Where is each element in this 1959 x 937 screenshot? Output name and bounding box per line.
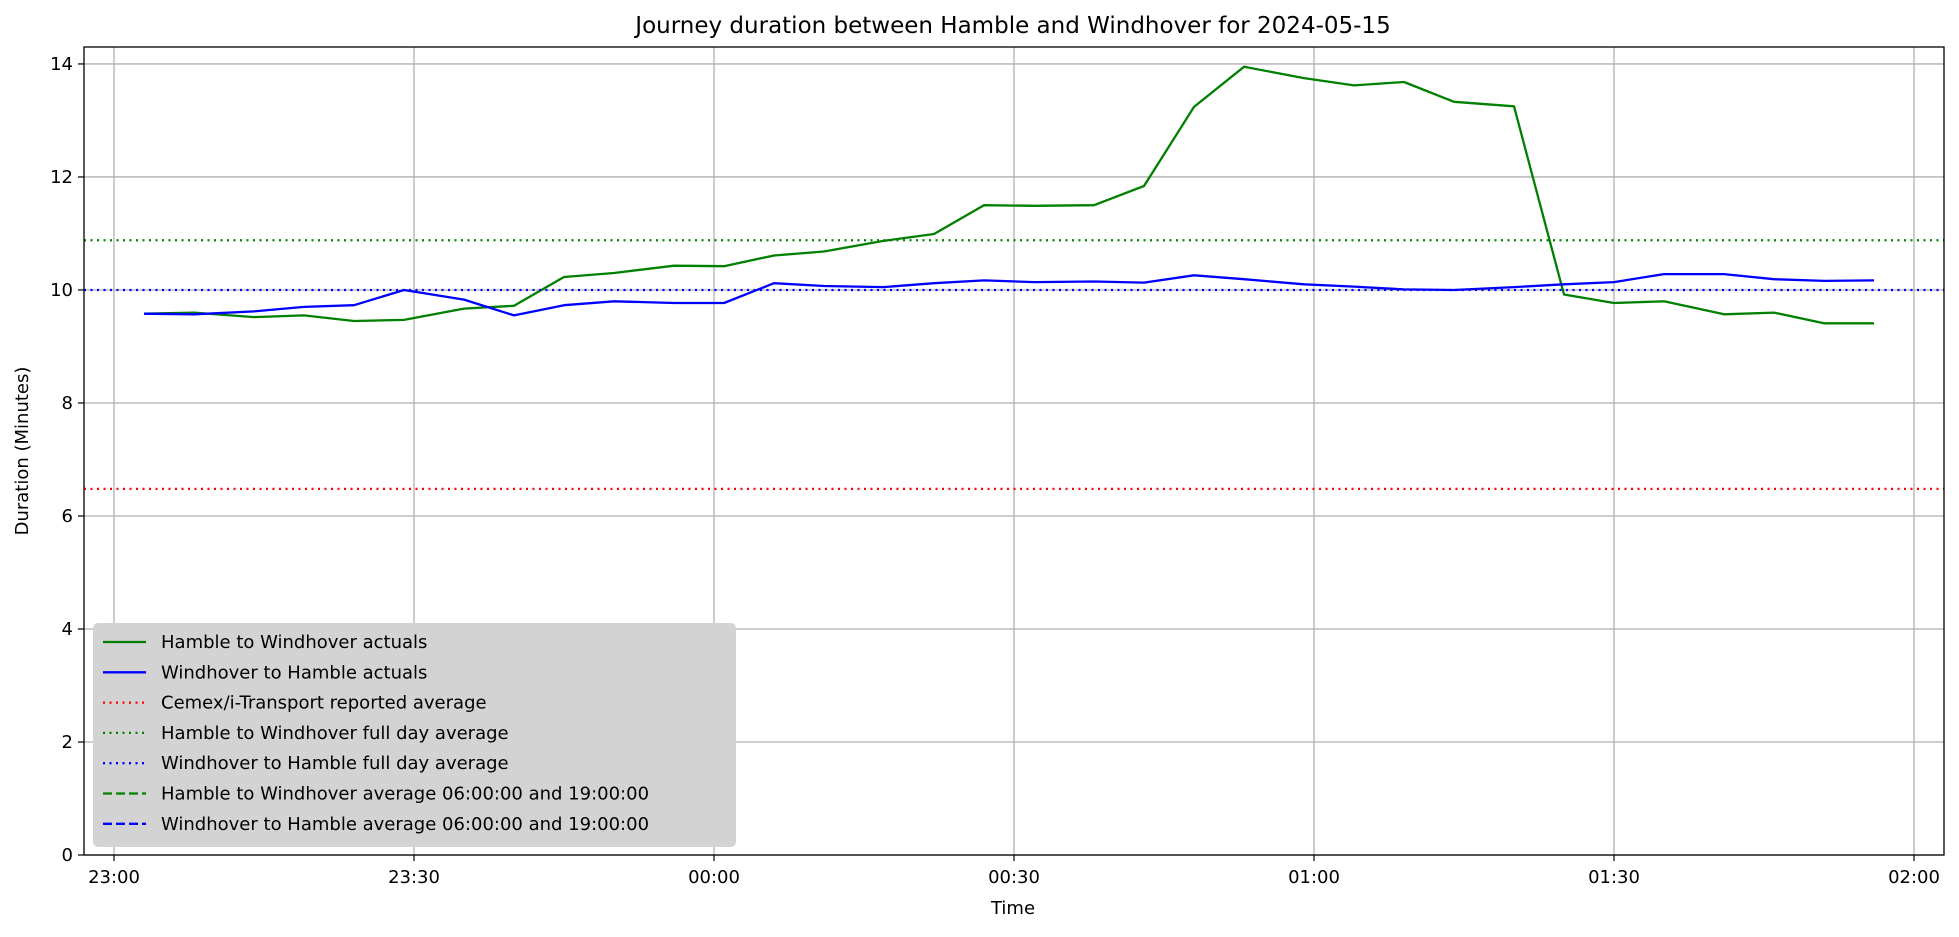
x-tick-label: 01:00: [1288, 867, 1340, 888]
y-tick-label: 8: [62, 393, 73, 414]
y-tick-label: 10: [50, 280, 73, 301]
legend: Hamble to Windhover actuals Windhover to …: [93, 623, 736, 847]
y-tick-label: 6: [62, 506, 73, 527]
x-tick-label: 23:00: [88, 867, 140, 888]
ticks-layer: 23:00 23:30 00:00 00:30 01:00 01:30 02:00 0 2 4 6 8…: [50, 54, 1940, 888]
x-tick-label: 23:30: [388, 867, 440, 888]
legend-label: Hamble to Windhover full day average: [161, 723, 509, 744]
x-tick-label: 00:30: [988, 867, 1040, 888]
y-tick-label: 4: [62, 619, 73, 640]
y-tick-label: 14: [50, 54, 73, 75]
y-tick-label: 12: [50, 167, 73, 188]
series-line: [143, 65, 1874, 325]
series-line: [143, 272, 1875, 317]
series-layer: [84, 65, 1944, 490]
x-tick-label: 02:00: [1888, 867, 1940, 888]
legend-label: Windhover to Hamble actuals: [161, 662, 427, 683]
legend-label: Hamble to Windhover average 06:00:00 and…: [161, 784, 649, 805]
chart-title: Journey duration between Hamble and Wind…: [633, 13, 1390, 39]
legend-label: Hamble to Windhover actuals: [161, 632, 427, 653]
legend-box: [93, 623, 736, 847]
x-axis-label: Time: [990, 898, 1035, 919]
legend-label: Windhover to Hamble average 06:00:00 and…: [161, 814, 649, 835]
y-tick-label: 2: [62, 732, 73, 753]
x-tick-label: 00:00: [688, 867, 740, 888]
legend-label: Cemex/i-Transport reported average: [161, 693, 487, 714]
x-tick-label: 01:30: [1588, 867, 1640, 888]
y-tick-label: 0: [62, 845, 73, 866]
y-axis-label: Duration (Minutes): [12, 367, 33, 536]
legend-label: Windhover to Hamble full day average: [161, 753, 509, 774]
